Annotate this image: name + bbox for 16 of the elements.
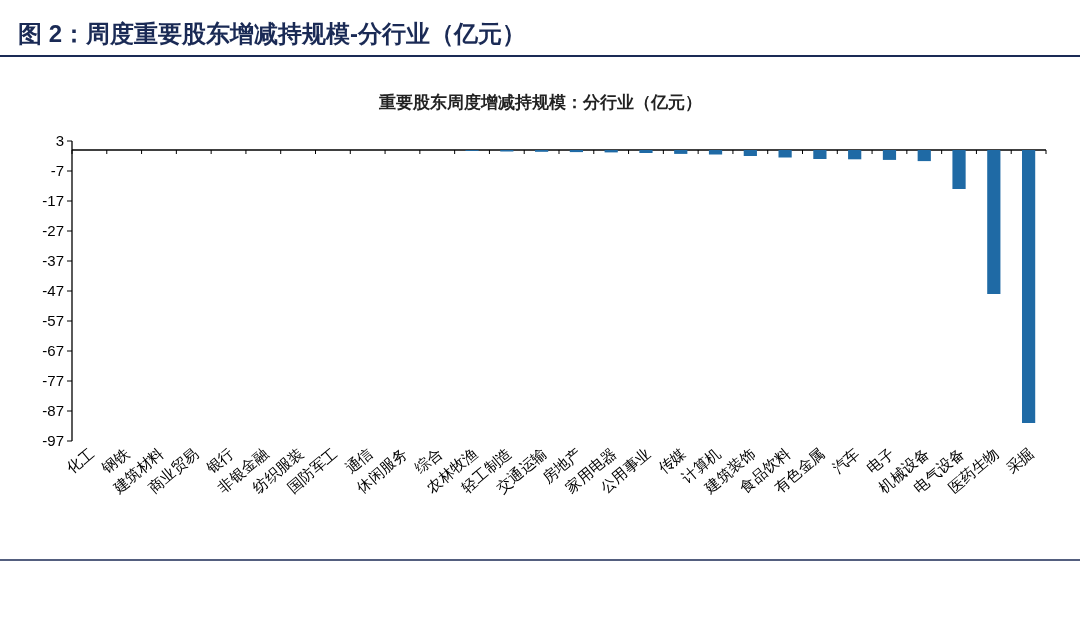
x-tick-label: 采掘 [1002,444,1037,477]
y-tick-label: -7 [50,162,64,179]
y-tick-label: -47 [42,282,64,299]
y-tick-label: -27 [42,222,64,239]
x-tick-label: 化工 [63,444,98,477]
y-tick-label: -67 [42,342,64,359]
y-tick-label: -57 [42,312,64,329]
chart-subtitle: 重要股东周度增减持规模：分行业（亿元） [377,93,702,112]
y-tick-label: 3 [55,132,64,149]
y-tick-label: -77 [42,372,64,389]
y-tick-label: -97 [42,432,64,449]
chart-title: 图 2：周度重要股东增减持规模-分行业（亿元） [18,20,527,47]
x-tick-label: 汽车 [828,444,863,477]
y-tick-label: -37 [42,252,64,269]
y-tick-label: -17 [42,192,64,209]
y-tick-label: -87 [42,402,64,419]
